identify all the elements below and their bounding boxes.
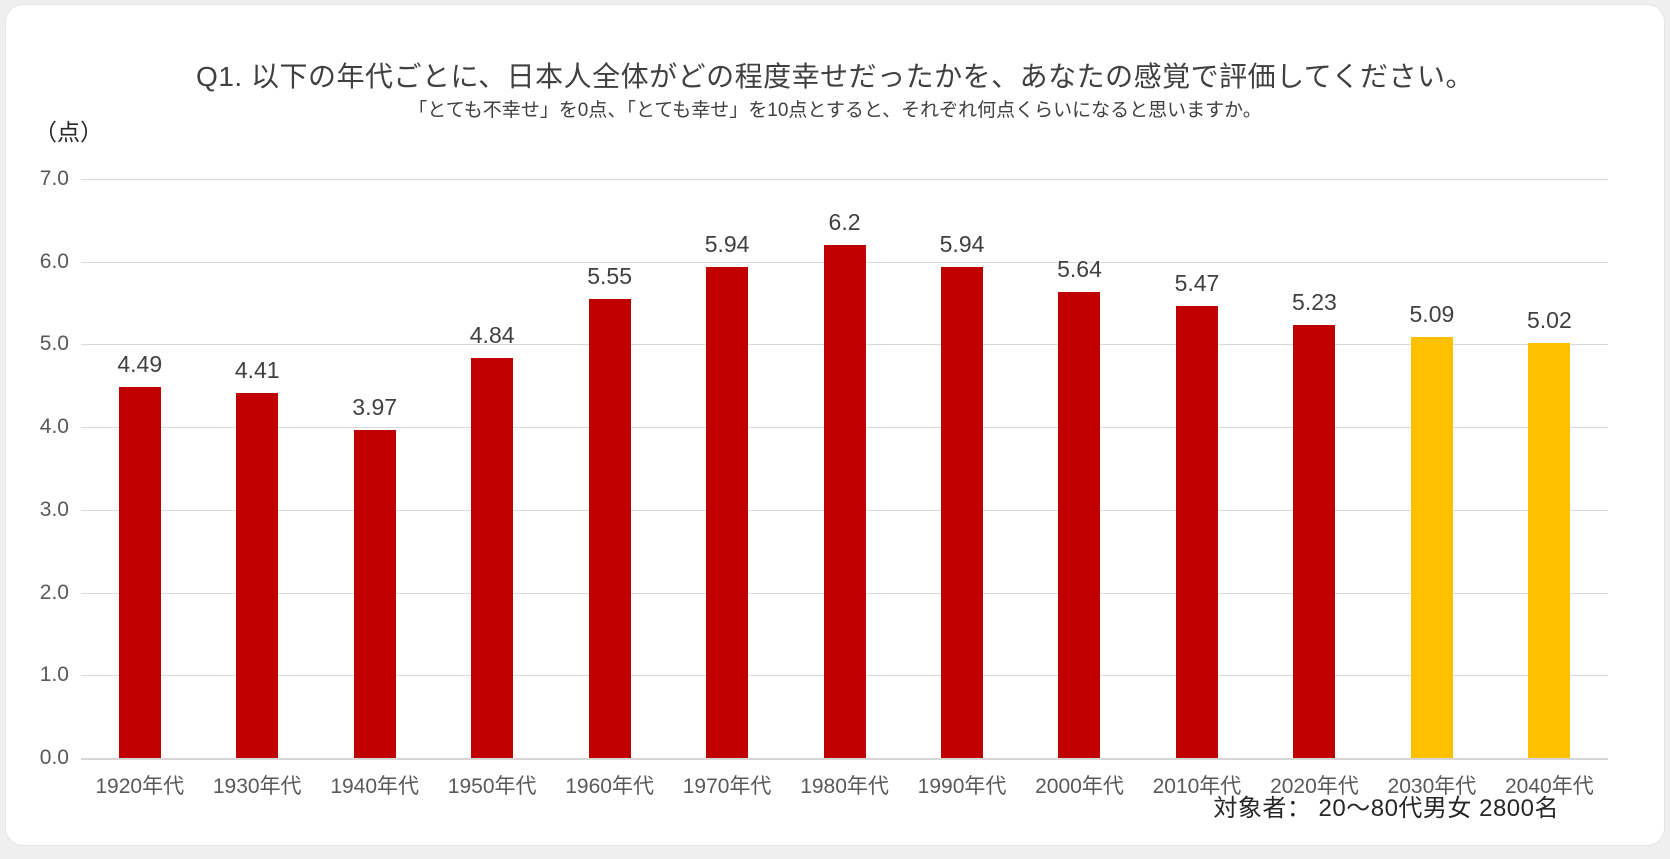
x-axis-label-2020年代: 2020年代 [1270,775,1359,798]
value-label-1970年代: 5.94 [704,230,750,257]
chart-title: Q1. 以下の年代ごとに、日本人全体がどの程度幸せだったかを、あなたの感覚で評価… [196,61,1474,92]
plot-area: 0.0 1.0 2.0 3.0 4.0 5.0 6.0 7.0 4.49 1920年代 4.41 19… [40,167,1608,799]
bar-slot-2030年代: 5.09 2030年代 [1373,179,1490,798]
value-label-1980年代: 6.2 [828,209,861,236]
bar-slot-2010年代: 5.47 2010年代 [1138,179,1255,798]
value-label-2030年代: 5.09 [1409,300,1455,327]
value-label-1930年代: 4.41 [234,357,280,384]
x-axis-label-1950年代: 1950年代 [447,775,537,798]
bar-1940年代 [353,429,396,758]
bar-1980年代 [823,245,866,758]
x-axis-label-2040年代: 2040年代 [1505,775,1594,798]
bar-slot-1970年代: 5.94 1970年代 [668,179,785,798]
y-axis-tick-label: 3.0 [39,497,69,521]
value-label-2020年代: 5.23 [1292,289,1337,316]
y-axis-tick-label: 7.0 [39,167,69,190]
bar-slot-1930年代: 4.41 1930年代 [198,179,315,798]
x-axis-label-2000年代: 2000年代 [1035,775,1124,798]
x-axis-label-1980年代: 1980年代 [800,775,889,798]
bar-slot-2020年代: 5.23 2020年代 [1256,179,1373,798]
x-axis-label-1970年代: 1970年代 [682,775,772,798]
value-label-2040年代: 5.02 [1526,306,1572,333]
bar-slot-1950年代: 4.84 1950年代 [433,179,550,798]
gridline-y-7.0 [81,179,1608,180]
bar-slot-1980年代: 6.2 1980年代 [786,179,903,798]
chart-subtitle: 「とても不幸せ」を0点、「とても幸せ」を10点とすると、それぞれ何点くらいになる… [408,100,1262,121]
x-axis-label-1920年代: 1920年代 [95,775,185,798]
sample-size-note: 対象者： 20～80代男女 2800名 [1213,795,1559,822]
x-axis-label-1990年代: 1990年代 [917,775,1007,798]
x-axis-label-1930年代: 1930年代 [212,775,302,798]
chart-card: Q1. 以下の年代ごとに、日本人全体がどの程度幸せだったかを、あなたの感覚で評価… [5,4,1665,846]
bar-1970年代 [706,266,749,758]
value-label-2000年代: 5.64 [1057,255,1102,282]
bar-2030年代 [1410,336,1453,758]
bar-slots: 4.49 1920年代 4.41 1930年代 3.97 1940年代 4.84 1950年代… [81,179,1608,799]
value-label-2010年代: 5.47 [1174,269,1220,296]
bar-slot-2000年代: 5.64 2000年代 [1021,179,1138,799]
y-axis-unit-label: （点） [34,119,103,145]
bar-1930年代 [236,393,279,758]
bar-1960年代 [588,298,631,758]
bar-slot-2040年代: 5.02 2040年代 [1491,179,1608,798]
y-axis-tick-label: 1.0 [39,663,69,687]
x-axis-label-2030年代: 2030年代 [1387,775,1477,798]
y-axis-tick-label: 5.0 [39,332,69,356]
bar-2010年代 [1175,305,1218,758]
bar-slot-1960年代: 5.55 1960年代 [551,179,668,798]
y-axis-tick-label: 0.0 [39,746,69,769]
value-label-1990年代: 5.94 [939,230,985,257]
bar-2000年代 [1058,291,1101,758]
value-label-1920年代: 4.49 [117,350,163,377]
bar-slot-1940年代: 3.97 1940年代 [316,179,433,798]
value-label-1940年代: 3.97 [352,393,398,420]
bar-1920年代 [118,386,161,758]
y-axis-tick-label: 6.0 [39,249,69,273]
bar-1950年代 [471,357,514,758]
gridline-y-0.0 [81,758,1608,760]
bar-slot-1920年代: 4.49 1920年代 [81,179,198,798]
y-axis-tick-label: 4.0 [39,415,69,439]
bar-1990年代 [941,266,984,758]
bar-2020年代 [1293,325,1336,758]
x-axis-label-2010年代: 2010年代 [1152,775,1242,798]
value-label-1950年代: 4.84 [469,321,515,348]
bar-2040年代 [1528,342,1571,758]
bar-slot-1990年代: 5.94 1990年代 [903,179,1020,798]
value-label-1960年代: 5.55 [587,262,632,289]
x-axis-label-1960年代: 1960年代 [565,775,654,798]
x-axis-label-1940年代: 1940年代 [330,775,420,798]
y-axis-tick-label: 2.0 [39,580,69,604]
